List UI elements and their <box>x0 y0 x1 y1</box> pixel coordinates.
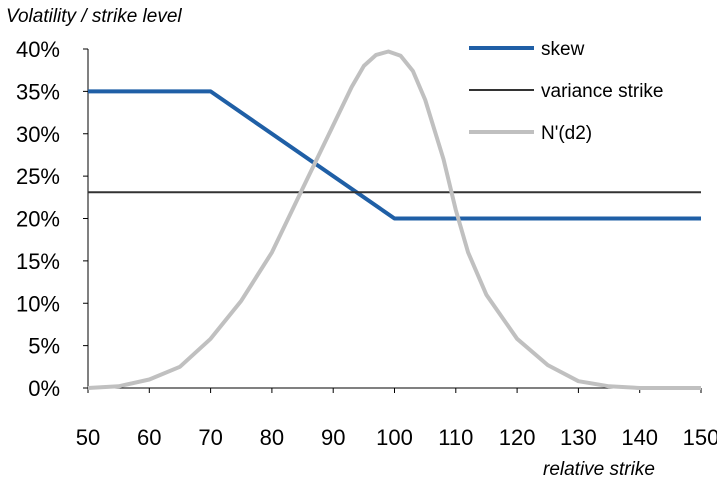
legend-label-variance-strike: variance strike <box>541 81 664 102</box>
y-axis-title: Volatility / strike level <box>6 6 182 27</box>
x-tick-label: 80 <box>260 425 284 450</box>
y-tick-label: 40% <box>16 37 60 62</box>
x-tick-label: 150 <box>683 425 717 450</box>
series-line-skew <box>88 89 701 221</box>
legend-label-skew: skew <box>541 39 585 60</box>
y-tick-label: 25% <box>16 164 60 189</box>
x-tick-label: 130 <box>560 425 597 450</box>
y-tick-label: 10% <box>16 291 60 316</box>
legend-label-n-d2: N'(d2) <box>541 123 592 144</box>
x-axis-title: relative strike <box>543 459 655 480</box>
x-tick-label: 90 <box>321 425 345 450</box>
x-tick-label: 100 <box>376 425 413 450</box>
y-tick-label: 0% <box>28 376 60 401</box>
y-tick-label: 5% <box>28 334 60 359</box>
x-tick-label: 140 <box>621 425 658 450</box>
x-tick-label: 70 <box>198 425 222 450</box>
y-tick-label: 30% <box>16 122 60 147</box>
x-tick-label: 50 <box>76 425 100 450</box>
y-tick-label: 35% <box>16 79 60 104</box>
x-tick-label: 110 <box>438 425 473 450</box>
x-tick-label: 120 <box>499 425 536 450</box>
series-line-n-d2 <box>87 49 701 390</box>
y-tick-label: 15% <box>16 249 60 274</box>
x-tick-label: 60 <box>137 425 161 450</box>
y-tick-label: 20% <box>16 207 60 232</box>
